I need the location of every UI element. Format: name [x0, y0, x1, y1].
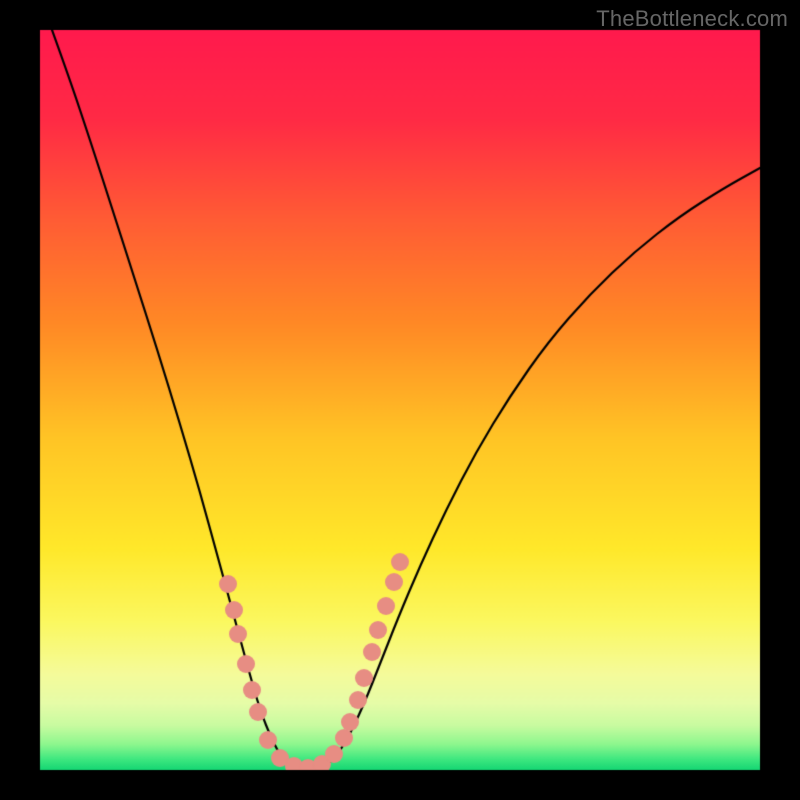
- chart-container: TheBottleneck.com: [0, 0, 800, 800]
- bottleneck-v-curve-chart: [0, 0, 800, 800]
